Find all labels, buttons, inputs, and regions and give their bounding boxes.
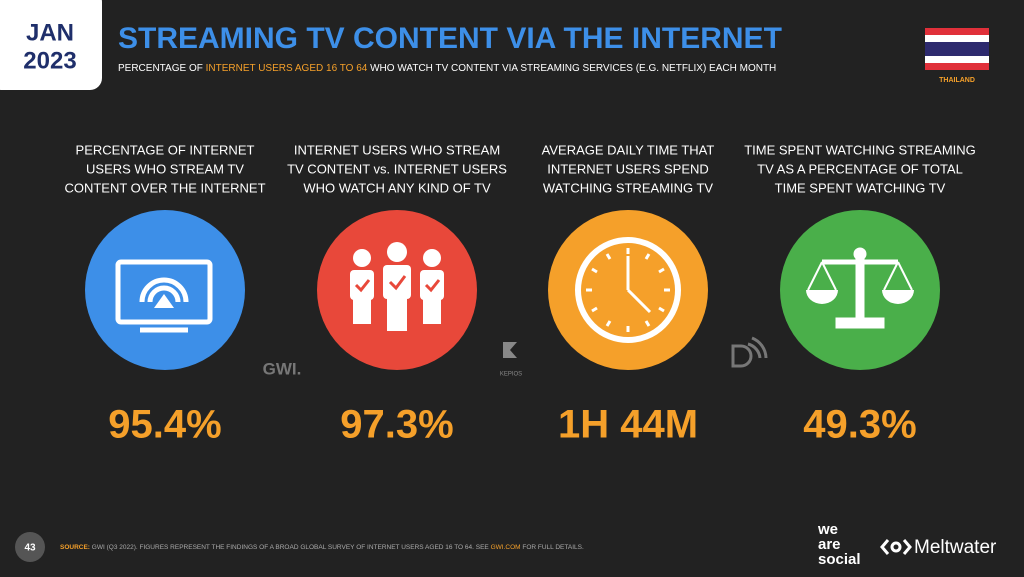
stat-label: CONTENT OVER THE INTERNET	[64, 180, 265, 195]
stat-value: 49.3%	[803, 403, 916, 447]
page-badge	[15, 532, 45, 562]
kepios-logo: KEPIOS	[500, 372, 522, 378]
stat-label: TV CONTENT vs. INTERNET USERS	[287, 161, 507, 176]
brand-line: are	[818, 536, 841, 553]
stat-label: TIME SPENT WATCHING STREAMING	[744, 142, 976, 157]
stat-label: WHO WATCH ANY KIND OF TV	[303, 180, 491, 195]
subtitle-part: PERCENTAGE OF	[118, 63, 206, 74]
stats: PERCENTAGE OF INTERNET USERS WHO STREAM T…	[64, 142, 975, 446]
subtitle-part: WHO WATCH TV CONTENT VIA STREAMING SERVI…	[367, 63, 776, 74]
brand-line: we	[817, 521, 838, 538]
subtitle-highlight: INTERNET USERS AGED 16 TO 64	[206, 63, 368, 74]
stat-value: 97.3%	[340, 403, 453, 447]
source: SOURCE: GWI (Q3 2022). FIGURES REPRESENT…	[60, 544, 584, 551]
date-box	[0, 0, 102, 90]
stat-label: USERS WHO STREAM TV	[86, 161, 244, 176]
stat-value: 1H 44M	[558, 403, 698, 447]
country: THAILAND	[939, 77, 975, 84]
month: JAN	[26, 19, 74, 46]
stat-label: WATCHING STREAMING TV	[543, 180, 714, 195]
brand-line: social	[818, 551, 861, 568]
source-label: SOURCE:	[60, 544, 90, 551]
source-text: FOR FULL DETAILS.	[521, 544, 584, 551]
gwi-logo: GWI.	[263, 359, 302, 378]
page-number: 43	[24, 543, 36, 554]
stat-label: INTERNET USERS SPEND	[547, 161, 709, 176]
tv-icon	[115, 259, 213, 333]
stat-label: INTERNET USERS WHO STREAM	[294, 142, 500, 157]
datareportal-mark	[731, 336, 768, 368]
title: STREAMING TV CONTENT VIA THE INTERNET	[118, 22, 782, 55]
people-icon	[350, 242, 444, 331]
stat-label: AVERAGE DAILY TIME THAT	[542, 142, 715, 157]
stat-label: TV AS A PERCENTAGE OF TOTAL	[757, 161, 963, 176]
year: 2023	[23, 47, 76, 74]
source-text: GWI (Q3 2022). FIGURES REPRESENT THE FIN…	[90, 544, 491, 551]
partner: Meltwater	[914, 537, 997, 558]
stat-label: PERCENTAGE OF INTERNET	[76, 142, 255, 157]
clock-icon	[575, 237, 681, 343]
meltwater-mark	[880, 539, 912, 555]
stat-value: 95.4%	[108, 403, 221, 447]
source-link[interactable]: GWI.COM	[491, 544, 521, 551]
flag	[925, 28, 989, 70]
subtitle: PERCENTAGE OF INTERNET USERS AGED 16 TO …	[118, 63, 776, 74]
scales-icon	[806, 247, 914, 329]
stat-label: TIME SPENT WATCHING TV	[775, 180, 946, 195]
kepios-mark	[503, 342, 517, 358]
